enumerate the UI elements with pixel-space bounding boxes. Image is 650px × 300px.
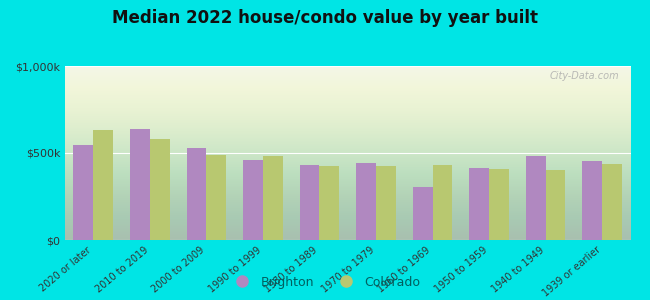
Text: City-Data.com: City-Data.com <box>549 71 619 81</box>
Bar <box>546 170 566 240</box>
Bar <box>130 129 150 240</box>
Bar <box>413 187 433 240</box>
Bar <box>94 130 113 240</box>
Bar <box>207 155 226 240</box>
Bar <box>150 139 170 240</box>
Bar <box>469 168 489 240</box>
Text: Median 2022 house/condo value by year built: Median 2022 house/condo value by year bu… <box>112 9 538 27</box>
Bar <box>489 169 509 240</box>
Bar <box>602 164 622 240</box>
Bar <box>376 166 396 240</box>
Bar <box>356 163 376 240</box>
Bar <box>73 145 94 240</box>
Bar <box>582 161 602 240</box>
Bar <box>187 148 207 240</box>
Bar <box>526 157 546 240</box>
Bar <box>300 165 319 240</box>
Legend: Brighton, Colorado: Brighton, Colorado <box>225 271 425 294</box>
Bar <box>243 160 263 240</box>
Bar <box>433 165 452 240</box>
Bar <box>263 156 283 240</box>
Bar <box>320 166 339 240</box>
